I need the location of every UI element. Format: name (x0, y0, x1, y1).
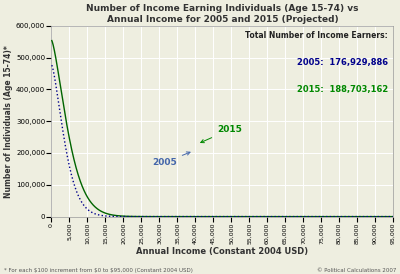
Text: 2005: 2005 (152, 152, 190, 167)
Text: * For each $100 increment from $0 to $95,000 (Constant 2004 USD): * For each $100 increment from $0 to $95… (4, 268, 193, 273)
Text: 2015: 2015 (201, 125, 242, 143)
Text: © Political Calculations 2007: © Political Calculations 2007 (317, 268, 396, 273)
Title: Number of Income Earning Individuals (Age 15-74) vs
Annual Income for 2005 and 2: Number of Income Earning Individuals (Ag… (86, 4, 359, 24)
Text: Total Number of Income Earners:: Total Number of Income Earners: (246, 32, 388, 41)
Y-axis label: Number of Individuals (Age 15-74)*: Number of Individuals (Age 15-74)* (4, 45, 13, 198)
Text: 2005:  176,929,886: 2005: 176,929,886 (297, 58, 388, 67)
Text: 2015:  188,703,162: 2015: 188,703,162 (297, 85, 388, 94)
X-axis label: Annual Income (Constant 2004 USD): Annual Income (Constant 2004 USD) (136, 247, 308, 256)
